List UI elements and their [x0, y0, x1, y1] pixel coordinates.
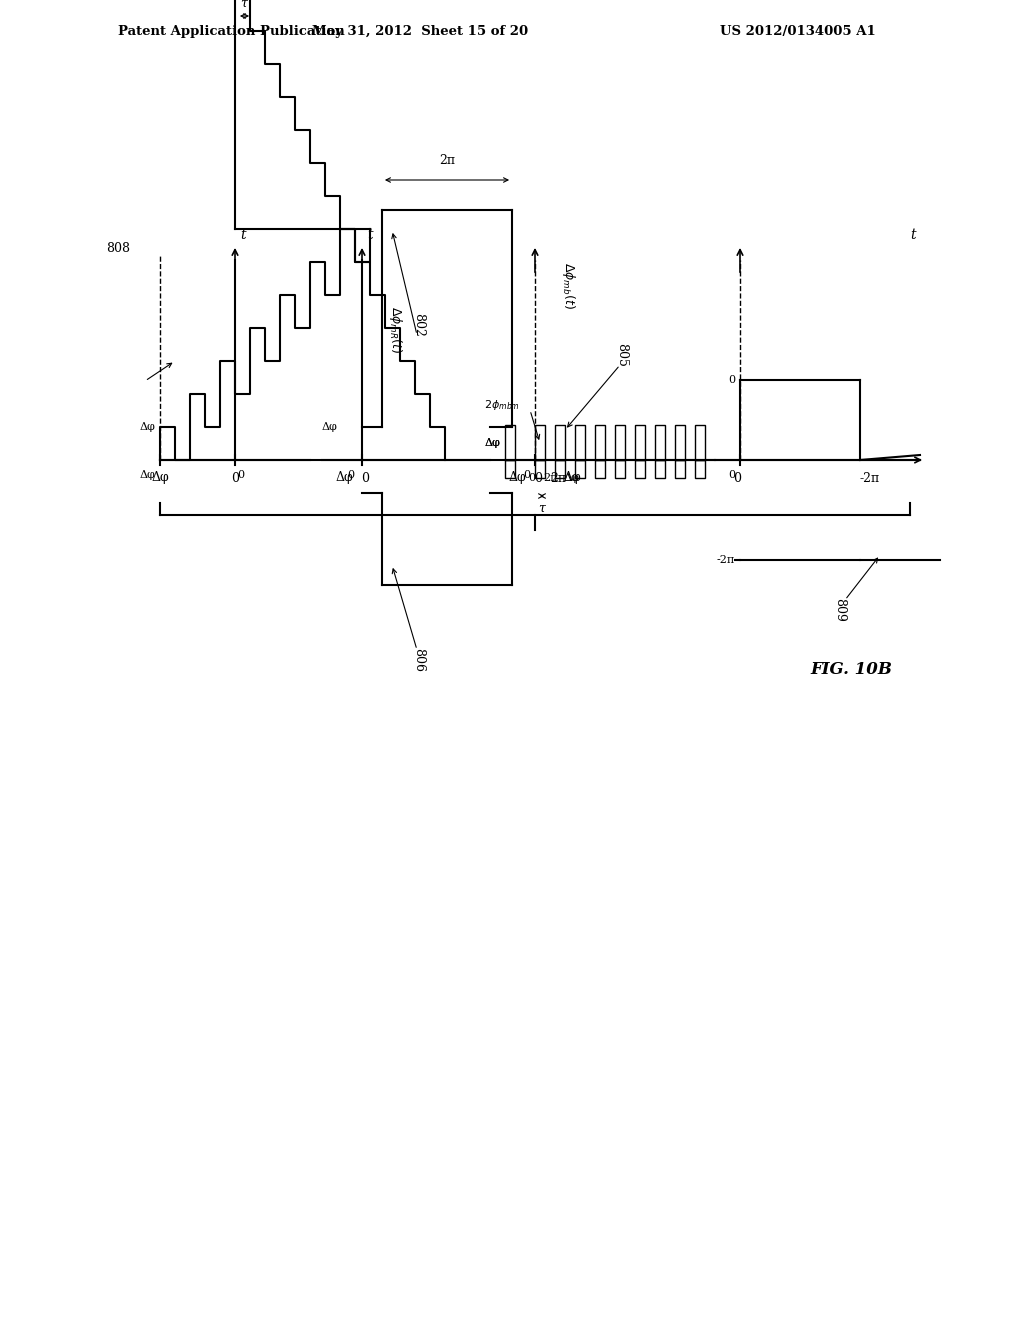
Text: Δφ: Δφ — [139, 470, 155, 480]
Text: FIG. 10B: FIG. 10B — [810, 661, 892, 678]
Text: 0: 0 — [237, 470, 244, 480]
Text: -2π: -2π — [717, 554, 735, 565]
Text: Δφ: Δφ — [563, 471, 581, 484]
Bar — [535, 425, 545, 459]
Text: -2π: -2π — [860, 471, 880, 484]
Text: t: t — [240, 228, 246, 242]
Bar — [675, 425, 685, 459]
Text: 802: 802 — [412, 313, 425, 337]
Bar — [575, 425, 585, 459]
Text: 0: 0 — [361, 471, 369, 484]
Bar — [595, 425, 605, 459]
Text: τ: τ — [241, 0, 248, 9]
Bar — [655, 425, 665, 459]
Bar — [615, 425, 625, 459]
Text: Patent Application Publication: Patent Application Publication — [118, 25, 345, 38]
Text: t: t — [910, 228, 915, 242]
Text: $2\phi_{mbm}$: $2\phi_{mbm}$ — [484, 399, 520, 412]
Text: Δφ: Δφ — [152, 471, 169, 484]
Text: 806: 806 — [412, 648, 425, 672]
Bar — [555, 425, 565, 459]
Text: t: t — [367, 228, 373, 242]
Text: τ: τ — [539, 502, 546, 515]
Bar — [595, 459, 605, 478]
Bar — [535, 459, 545, 478]
Text: 2π: 2π — [543, 473, 557, 483]
Text: Δφ: Δφ — [322, 422, 337, 432]
Text: 0: 0 — [728, 375, 735, 385]
Bar — [505, 425, 515, 459]
Text: 0: 0 — [733, 471, 741, 484]
Text: 0: 0 — [523, 470, 530, 480]
Bar — [695, 425, 705, 459]
Bar — [555, 459, 565, 478]
Bar — [675, 459, 685, 478]
Text: Δφ: Δφ — [139, 422, 155, 432]
Text: 0: 0 — [728, 470, 735, 480]
Bar — [635, 459, 645, 478]
Bar — [635, 425, 645, 459]
Text: 0: 0 — [534, 471, 542, 484]
Text: 2π: 2π — [439, 153, 455, 166]
Text: 808: 808 — [106, 243, 130, 256]
Text: May 31, 2012  Sheet 15 of 20: May 31, 2012 Sheet 15 of 20 — [312, 25, 528, 38]
Text: 805: 805 — [615, 343, 628, 367]
Bar — [695, 459, 705, 478]
Text: Δφ: Δφ — [484, 438, 500, 447]
Text: US 2012/0134005 A1: US 2012/0134005 A1 — [720, 25, 876, 38]
Text: 0: 0 — [528, 473, 536, 483]
Text: 0: 0 — [347, 470, 354, 480]
Text: $\Delta\phi_{mR}(t)$: $\Delta\phi_{mR}(t)$ — [387, 306, 404, 354]
Bar — [615, 459, 625, 478]
Text: Δφ: Δφ — [564, 473, 580, 483]
Bar — [655, 459, 665, 478]
Text: 2π: 2π — [550, 471, 566, 484]
Text: Δφ: Δφ — [335, 471, 353, 484]
Text: $\Delta\phi_{mb}(t)$: $\Delta\phi_{mb}(t)$ — [560, 261, 577, 309]
Text: Δφ: Δφ — [508, 471, 526, 484]
Bar — [505, 459, 515, 478]
Bar — [575, 459, 585, 478]
Text: Δφ: Δφ — [484, 438, 500, 447]
Text: 809: 809 — [834, 598, 847, 622]
Text: 0: 0 — [231, 471, 239, 484]
